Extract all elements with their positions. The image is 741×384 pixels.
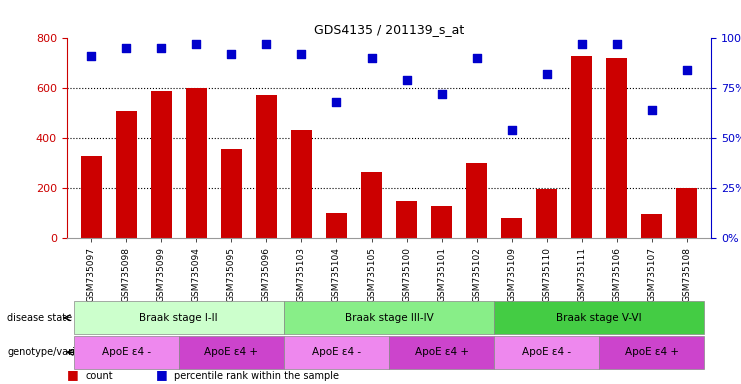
Text: genotype/variation: genotype/variation [7,347,100,358]
Bar [677,188,697,238]
Text: ApoE ε4 +: ApoE ε4 + [414,347,468,358]
Text: ApoE ε4 -: ApoE ε4 - [102,347,151,358]
Point [681,67,693,73]
Point [156,45,167,51]
Bar [431,206,452,238]
Text: ApoE ε4 -: ApoE ε4 - [522,347,571,358]
Point [646,107,658,113]
Text: percentile rank within the sample: percentile rank within the sample [174,371,339,381]
Bar [326,213,347,238]
Text: ApoE ε4 -: ApoE ε4 - [312,347,361,358]
Point [120,45,132,51]
Bar [150,91,172,238]
Point [471,55,482,61]
Point [85,53,97,60]
Bar [396,201,417,238]
Text: ■: ■ [156,368,167,381]
Bar [186,88,207,238]
Point [190,41,202,48]
Point [330,99,342,105]
Point [611,41,622,48]
Bar [361,172,382,238]
Bar [536,189,557,238]
Bar [81,156,102,238]
Bar [501,218,522,238]
Bar [606,58,628,238]
Bar [291,129,312,238]
Bar [256,94,277,238]
Point [365,55,377,61]
Bar [571,56,592,238]
Bar [466,163,487,238]
Title: GDS4135 / 201139_s_at: GDS4135 / 201139_s_at [314,23,464,36]
Point [261,41,273,48]
Text: disease state: disease state [7,313,73,323]
Point [225,51,237,58]
Text: ApoE ε4 +: ApoE ε4 + [625,347,679,358]
Text: Braak stage V-VI: Braak stage V-VI [556,313,642,323]
Text: ■: ■ [67,368,79,381]
Point [296,51,308,58]
Point [541,71,553,78]
Bar [116,111,137,238]
Point [576,41,588,48]
Point [401,77,413,83]
Text: Braak stage I-II: Braak stage I-II [139,313,218,323]
Text: ApoE ε4 +: ApoE ε4 + [205,347,259,358]
Point [505,127,517,133]
Text: count: count [85,371,113,381]
Point [436,91,448,98]
Bar [641,214,662,238]
Bar [221,149,242,238]
Text: Braak stage III-IV: Braak stage III-IV [345,313,433,323]
